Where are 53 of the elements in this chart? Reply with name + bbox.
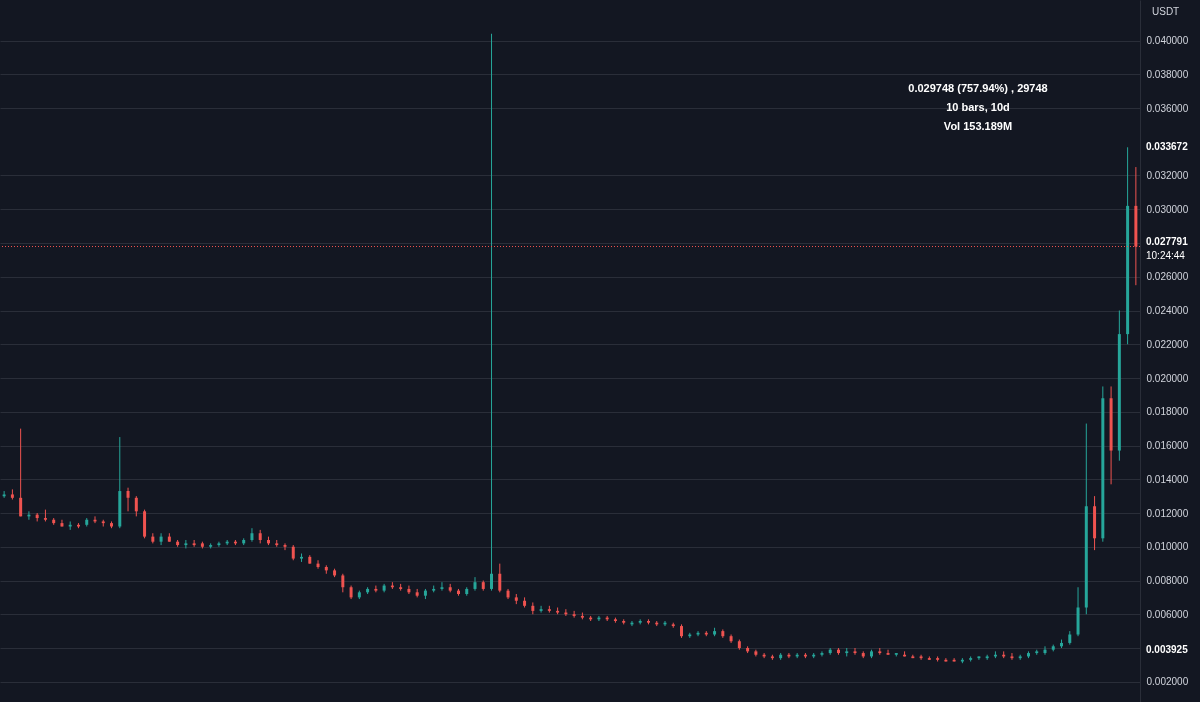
y-tick-label: 0.014000 — [1146, 473, 1189, 485]
candlestick — [572, 610, 576, 619]
y-tick-label: 0.020000 — [1146, 372, 1189, 384]
y-tick-label: 0.030000 — [1146, 203, 1189, 215]
candlestick — [316, 559, 320, 570]
candlestick — [192, 539, 196, 548]
candlestick — [820, 650, 824, 657]
text: 10:24:44 — [1146, 250, 1186, 261]
candlestick — [19, 428, 23, 517]
y-tick-label: 0.040000 — [1146, 35, 1189, 46]
candlestick — [977, 655, 981, 661]
candlestick — [217, 541, 221, 548]
y-tick-label: 0.022000 — [1146, 338, 1189, 350]
ref-line-label: 0.027791 — [1146, 235, 1189, 247]
candlestick — [539, 605, 543, 614]
y-tick-label: 0.010000 — [1146, 541, 1189, 553]
text: USDT — [1152, 6, 1180, 17]
text: 0.003925 — [1146, 644, 1189, 655]
text: 0.033672 — [1146, 141, 1189, 152]
y-tick-label: 0.024000 — [1146, 305, 1189, 316]
candlestick — [886, 649, 890, 656]
candlestick — [2, 490, 6, 499]
candlestick — [498, 563, 502, 593]
candlestick — [134, 495, 138, 517]
candlestick — [1010, 652, 1014, 661]
annotation: Vol 153.189M — [943, 120, 1013, 132]
y-tick-label: 0.032000 — [1146, 170, 1189, 181]
y-tick-label: 0.038000 — [1146, 68, 1189, 80]
candlestick — [250, 527, 254, 543]
y-tick-label: 0.026000 — [1146, 271, 1189, 283]
annotation: 0.029748 (757.94%) , 29748 — [908, 82, 1048, 94]
candlestick — [341, 573, 345, 593]
y-tick-label: 0.002000 — [1146, 676, 1189, 688]
candlestick — [184, 539, 188, 549]
candlestick — [283, 542, 287, 551]
y-tick-label: 0.018000 — [1146, 406, 1189, 418]
candlestick — [407, 585, 411, 595]
candlestick — [440, 581, 444, 592]
y-tick-label: 0.012000 — [1146, 507, 1189, 519]
y-tick-label: 0.008000 — [1146, 575, 1189, 586]
candlestick — [473, 576, 477, 592]
candlestick — [126, 487, 130, 512]
annotation: 10 bars, 10d — [946, 101, 1010, 113]
candlestick — [853, 647, 857, 656]
candlestick — [696, 630, 700, 637]
y-tick-label: 0.016000 — [1146, 440, 1189, 451]
candlestick — [919, 654, 923, 661]
candlestick — [490, 33, 494, 592]
candlestick — [159, 532, 163, 546]
y-tick-label: 0.006000 — [1146, 608, 1189, 620]
y-tick-label: 0.036000 — [1146, 102, 1189, 114]
candlestick — [374, 585, 378, 593]
candlestick — [1043, 645, 1047, 656]
